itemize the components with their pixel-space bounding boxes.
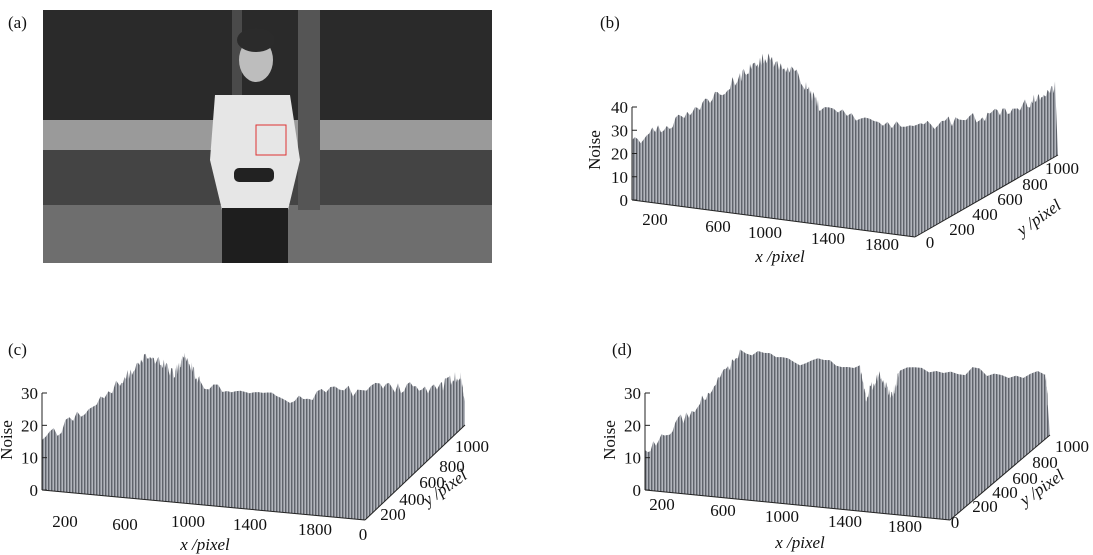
surface [632, 53, 1058, 237]
z-tick-label: 0 [633, 481, 642, 500]
y-tick-label: 600 [997, 190, 1023, 209]
y-tick-label: 800 [1022, 175, 1048, 194]
y-tick-label: 400 [399, 490, 425, 509]
x-tick-label: 1800 [865, 235, 899, 254]
y-axis [914, 154, 1059, 238]
x-tick-label: 600 [112, 515, 138, 534]
y-axis [364, 424, 466, 521]
y-tick-label: 200 [380, 505, 406, 524]
z-tick-label: 20 [611, 145, 628, 164]
y-tick-label: 400 [992, 483, 1018, 502]
x-tick-label: 200 [642, 210, 668, 229]
y-tick-label: 800 [439, 457, 465, 476]
y-tick-label: 1000 [1055, 437, 1089, 456]
x-tick-label: 1400 [811, 229, 845, 248]
y-tick-label: 0 [951, 513, 960, 532]
y-tick-label: 0 [359, 525, 368, 544]
x-axis [644, 489, 951, 521]
surface [42, 352, 465, 520]
z-tick-label: 30 [21, 384, 38, 403]
z-tick-label: 0 [620, 191, 629, 210]
z-tick-label: 30 [611, 121, 628, 140]
x-tick-label: 1000 [748, 223, 782, 242]
x-tick-label: 1800 [298, 520, 332, 539]
photo [43, 10, 492, 263]
x-tick-label: 600 [705, 217, 731, 236]
x-tick-label: 1400 [828, 512, 862, 531]
panel-label: (b) [600, 13, 620, 32]
y-tick-label: 0 [926, 233, 935, 252]
y-tick-label: 1000 [1045, 159, 1079, 178]
y-axis [949, 434, 1051, 521]
y-tick-label: 200 [972, 497, 998, 516]
z-tick-label: 10 [624, 449, 641, 468]
x-tick-label: 200 [52, 512, 78, 531]
y-tick-label: 200 [949, 220, 975, 239]
z-tick-label: 40 [611, 98, 628, 117]
y-tick-label: 800 [1032, 453, 1058, 472]
z-tick-label: 20 [624, 416, 641, 435]
z-tick-label: 10 [21, 449, 38, 468]
y-tick-label: 1000 [455, 437, 489, 456]
panel-label: (c) [8, 340, 27, 359]
z-tick-label: 0 [30, 481, 39, 500]
x-tick-label: 1000 [765, 507, 799, 526]
z-tick-label: 20 [21, 416, 38, 435]
x-axis-label: x /pixel [754, 247, 805, 266]
z-axis-label: Noise [0, 420, 16, 460]
x-tick-label: 1400 [233, 515, 267, 534]
z-tick-label: 30 [624, 384, 641, 403]
x-axis [631, 199, 916, 238]
x-axis [41, 489, 366, 521]
y-tick-label: 600 [1012, 469, 1038, 488]
surface [645, 349, 1050, 520]
x-tick-label: 1000 [171, 512, 205, 531]
y-tick-label: 400 [972, 205, 998, 224]
x-tick-label: 600 [710, 501, 736, 520]
x-axis-label: x /pixel [774, 533, 825, 552]
x-axis-label: x /pixel [179, 535, 230, 554]
x-tick-label: 1800 [888, 517, 922, 536]
x-tick-label: 200 [649, 495, 675, 514]
panel-label: (a) [8, 13, 27, 32]
y-tick-label: 600 [419, 473, 445, 492]
z-axis-label: Noise [585, 130, 604, 170]
panel-label: (d) [612, 340, 632, 359]
z-axis-label: Noise [600, 420, 619, 460]
z-tick-label: 10 [611, 168, 628, 187]
